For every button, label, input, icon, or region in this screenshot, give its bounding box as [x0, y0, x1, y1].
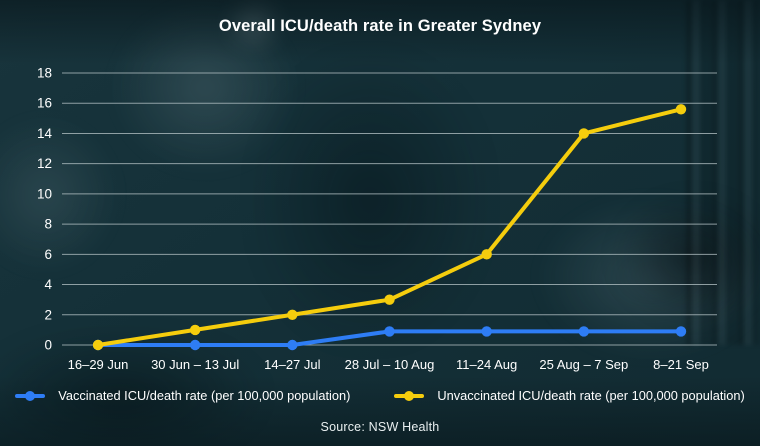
- data-point-unvaccinated-2: [287, 309, 298, 320]
- data-point-unvaccinated-1: [189, 324, 201, 336]
- data-point-unvaccinated-5: [578, 128, 590, 139]
- legend-item-vaccinated: Vaccinated ICU/death rate (per 100,000 p…: [15, 388, 350, 403]
- series-line-unvaccinated: [96, 107, 683, 347]
- legend-dot-unvaccinated: [404, 390, 415, 401]
- data-point-unvaccinated-0: [92, 339, 104, 351]
- data-point-vaccinated-4: [481, 326, 492, 337]
- x-tick-label-0: 16–29 Jun: [68, 357, 129, 372]
- data-point-vaccinated-6: [675, 326, 687, 337]
- data-point-vaccinated-2: [287, 339, 298, 351]
- y-tick-label-8: 8: [44, 217, 52, 232]
- x-tick-label-5: 25 Aug – 7 Sep: [539, 357, 628, 372]
- y-tick-label-2: 2: [44, 307, 52, 322]
- x-tick-label-1: 30 Jun – 13 Jul: [151, 357, 239, 372]
- x-tick-label-3: 28 Jul – 10 Aug: [345, 357, 435, 372]
- legend-marker-vaccinated-icon: [15, 390, 46, 401]
- y-tick-label-18: 18: [37, 66, 52, 81]
- y-tick-label-12: 12: [37, 156, 52, 171]
- legend-marker-unvaccinated-icon: [394, 390, 425, 401]
- y-tick-label-10: 10: [37, 186, 52, 201]
- source-note: Source: NSW Health: [320, 420, 440, 434]
- legend-item-unvaccinated: Unvaccinated ICU/death rate (per 100,000…: [394, 388, 745, 403]
- data-point-vaccinated-3: [384, 326, 395, 337]
- legend-label-vaccinated: Vaccinated ICU/death rate (per 100,000 p…: [58, 388, 351, 403]
- data-point-unvaccinated-4: [481, 249, 492, 260]
- chart-title: Overall ICU/death rate in Greater Sydney: [218, 17, 542, 35]
- y-tick-label-14: 14: [37, 126, 53, 141]
- x-tick-label-4: 11–24 Aug: [456, 357, 517, 372]
- y-tick-label-0: 0: [44, 338, 52, 353]
- y-tick-label-16: 16: [37, 96, 52, 111]
- legend-label-unvaccinated: Unvaccinated ICU/death rate (per 100,000…: [437, 388, 745, 403]
- chart-legend: Vaccinated ICU/death rate (per 100,000 p…: [0, 388, 760, 403]
- x-tick-label-2: 14–27 Jul: [264, 357, 320, 372]
- legend-dot-vaccinated: [25, 390, 36, 401]
- data-point-unvaccinated-3: [384, 294, 395, 305]
- data-point-vaccinated-1: [189, 339, 201, 351]
- data-point-unvaccinated-6: [675, 104, 687, 115]
- data-point-vaccinated-5: [578, 326, 590, 337]
- y-tick-label-4: 4: [44, 277, 52, 292]
- x-tick-label-6: 8–21 Sep: [653, 357, 709, 372]
- y-tick-label-6: 6: [44, 247, 52, 262]
